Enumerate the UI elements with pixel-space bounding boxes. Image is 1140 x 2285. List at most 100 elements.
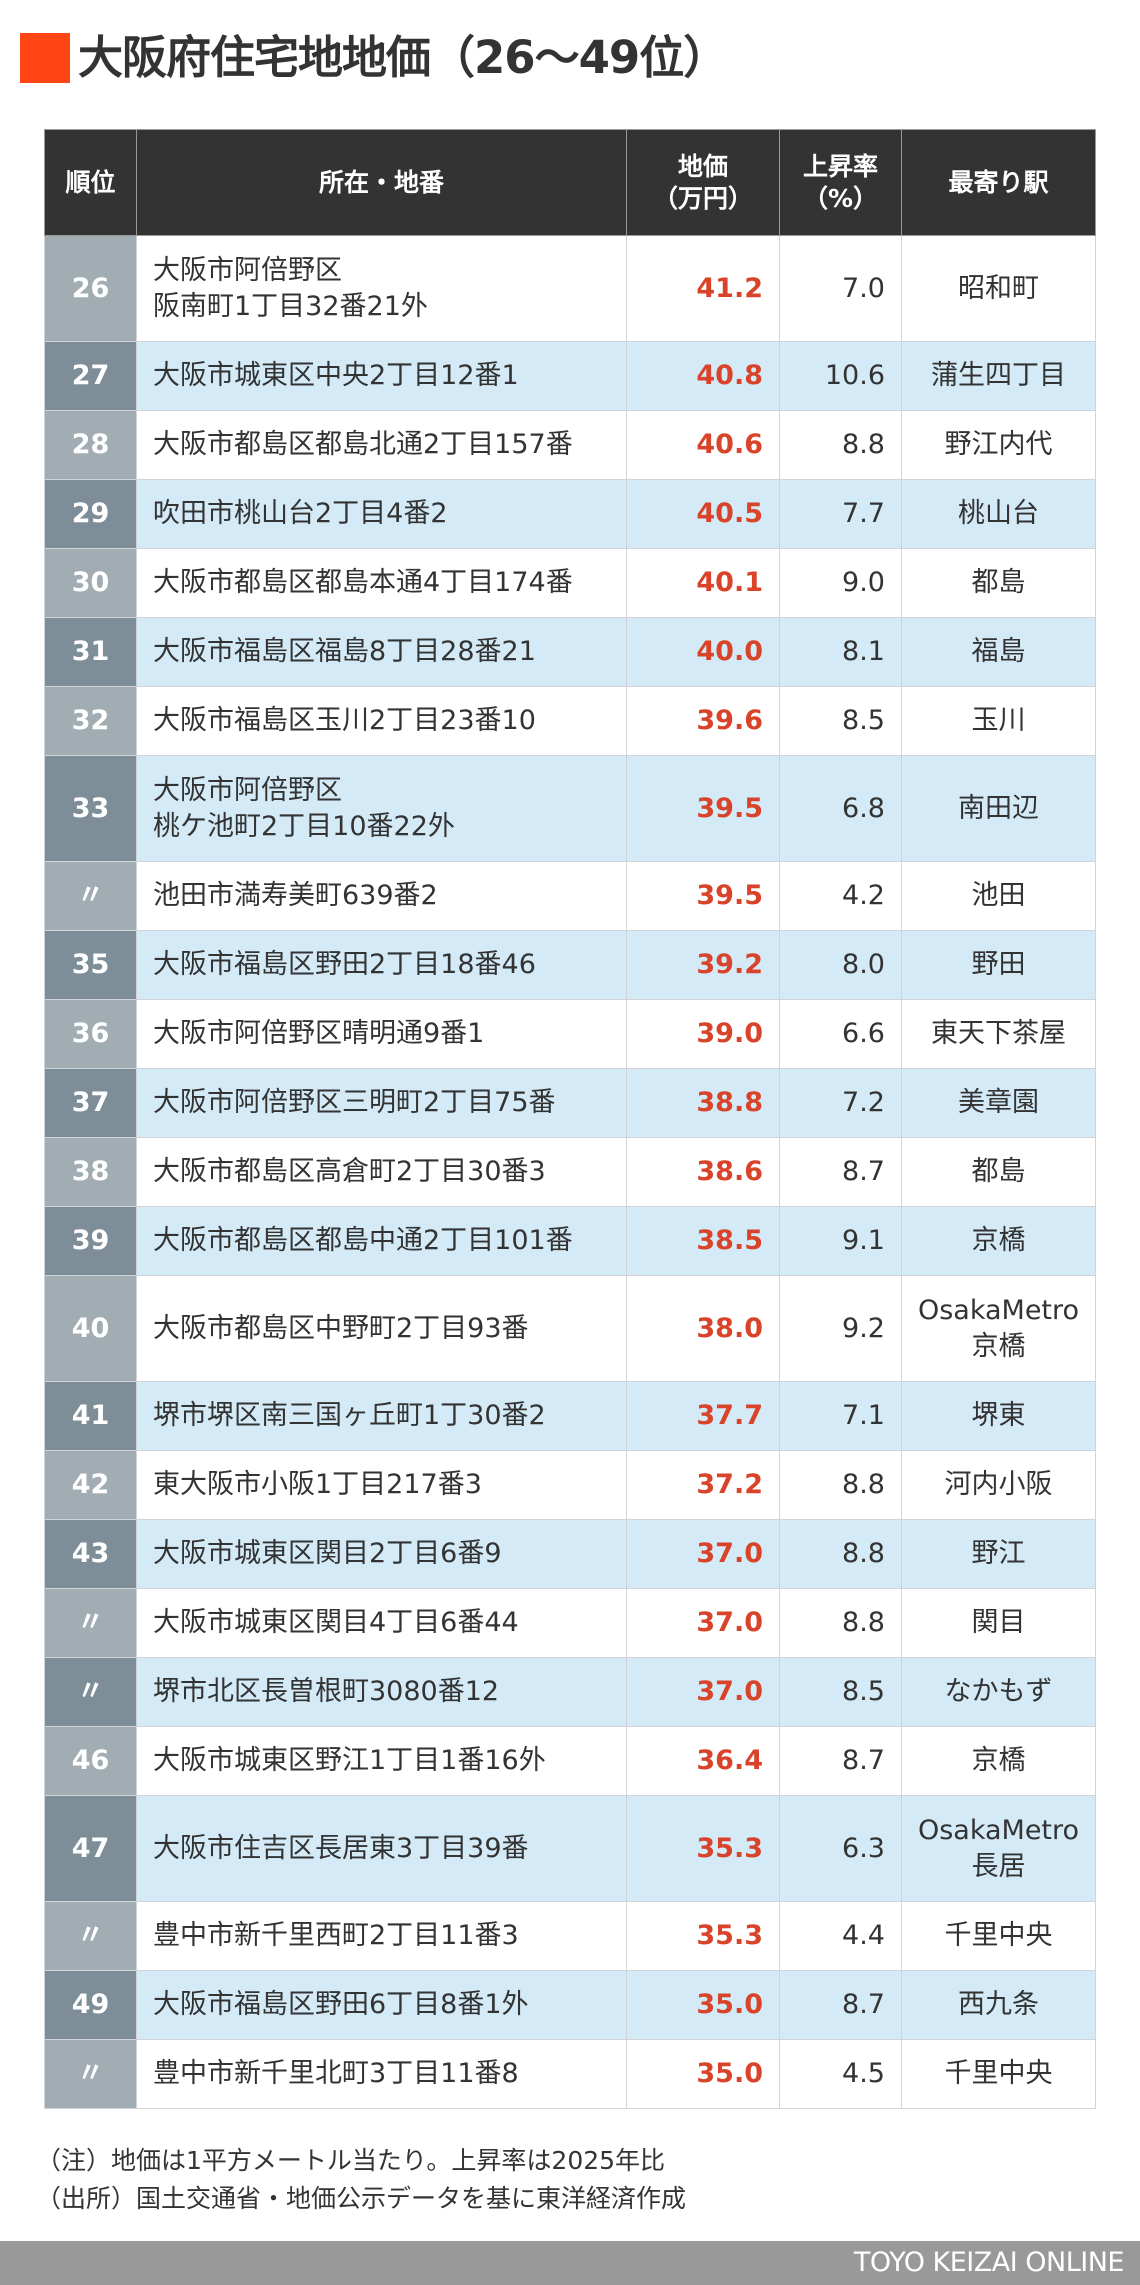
table-row: 43 大阪市城東区関目2丁目6番9 37.0 8.8 野江 bbox=[44, 1519, 1096, 1589]
table-row: 31 大阪市福島区福島8丁目28番21 40.0 8.1 福島 bbox=[44, 617, 1096, 687]
table-header-row: 順位 所在・地番 地価 （万円） 上昇率 （%） 最寄り駅 bbox=[44, 129, 1096, 236]
location-line: 大阪市阿倍野区 bbox=[153, 254, 342, 286]
rate-cell: 4.4 bbox=[779, 1901, 902, 1971]
rank-cell: 49 bbox=[44, 1970, 137, 2040]
rate-cell: 8.8 bbox=[779, 1450, 902, 1520]
station-line: 堺東 bbox=[971, 1400, 1026, 1431]
location-cell: 豊中市新千里北町3丁目11番8 bbox=[136, 2039, 627, 2109]
location-line: 東大阪市小阪1丁目217番3 bbox=[153, 1469, 482, 1500]
station-line: 西九条 bbox=[958, 1989, 1039, 2020]
location-cell: 池田市満寿美町639番2 bbox=[136, 861, 627, 931]
location-line: 大阪市都島区都島本通4丁目174番 bbox=[153, 567, 573, 598]
rate-cell: 7.7 bbox=[779, 479, 902, 549]
price-cell: 38.6 bbox=[626, 1137, 780, 1207]
price-cell: 35.0 bbox=[626, 1970, 780, 2040]
location-line: 桃ケ池町2丁目10番22外 bbox=[153, 810, 455, 842]
rate-cell: 6.3 bbox=[779, 1795, 902, 1902]
table-row: 33 大阪市阿倍野区 桃ケ池町2丁目10番22外 39.5 6.8 南田辺 bbox=[44, 755, 1096, 862]
rate-cell: 8.7 bbox=[779, 1970, 902, 2040]
station-cell: 河内小阪 bbox=[901, 1450, 1096, 1520]
location-cell: 大阪市城東区中央2丁目12番1 bbox=[136, 341, 627, 411]
header-price-unit: （万円） bbox=[652, 183, 753, 213]
price-cell: 41.2 bbox=[626, 235, 780, 342]
table-row: 36 大阪市阿倍野区晴明通9番1 39.0 6.6 東天下茶屋 bbox=[44, 999, 1096, 1069]
station-line: なかもず bbox=[944, 1676, 1053, 1707]
station-cell: 福島 bbox=[901, 617, 1096, 687]
location-line: 豊中市新千里西町2丁目11番3 bbox=[153, 1920, 519, 1951]
location-cell: 大阪市都島区高倉町2丁目30番3 bbox=[136, 1137, 627, 1207]
location-cell: 大阪市都島区中野町2丁目93番 bbox=[136, 1275, 627, 1382]
table-row: 〃豊中市新千里北町3丁目11番8 35.0 4.5 千里中央 bbox=[44, 2039, 1096, 2109]
location-cell: 堺市堺区南三国ヶ丘町1丁30番2 bbox=[136, 1381, 627, 1451]
table-row: 26 大阪市阿倍野区 阪南町1丁目32番21外 41.2 7.0 昭和町 bbox=[44, 235, 1096, 342]
rate-cell: 8.7 bbox=[779, 1137, 902, 1207]
price-cell: 40.5 bbox=[626, 479, 780, 549]
station-line: 京橋 bbox=[971, 1225, 1026, 1256]
station-cell: 都島 bbox=[901, 1137, 1096, 1207]
rank-cell: 31 bbox=[44, 617, 137, 687]
table-row: 37 大阪市阿倍野区三明町2丁目75番 38.8 7.2 美章園 bbox=[44, 1068, 1096, 1138]
location-line: 堺市北区長曽根町3080番12 bbox=[153, 1676, 500, 1707]
station-cell: 野江内代 bbox=[901, 410, 1096, 480]
location-cell: 豊中市新千里西町2丁目11番3 bbox=[136, 1901, 627, 1971]
price-cell: 39.0 bbox=[626, 999, 780, 1069]
table-row: 28 大阪市都島区都島北通2丁目157番 40.6 8.8 野江内代 bbox=[44, 410, 1096, 480]
table-row: 〃池田市満寿美町639番2 39.5 4.2 池田 bbox=[44, 861, 1096, 931]
station-line: 東天下茶屋 bbox=[931, 1018, 1066, 1049]
rate-cell: 10.6 bbox=[779, 341, 902, 411]
location-line: 大阪市城東区野江1丁目1番16外 bbox=[153, 1745, 546, 1776]
station-cell: 千里中央 bbox=[901, 1901, 1096, 1971]
location-cell: 大阪市福島区野田2丁目18番46 bbox=[136, 930, 627, 1000]
table-row: 27 大阪市城東区中央2丁目12番1 40.8 10.6 蒲生四丁目 bbox=[44, 341, 1096, 411]
location-cell: 大阪市都島区都島中通2丁目101番 bbox=[136, 1206, 627, 1276]
location-cell: 大阪市福島区福島8丁目28番21 bbox=[136, 617, 627, 687]
location-cell: 吹田市桃山台2丁目4番2 bbox=[136, 479, 627, 549]
price-cell: 35.3 bbox=[626, 1901, 780, 1971]
rank-cell: 35 bbox=[44, 930, 137, 1000]
rank-cell: 47 bbox=[44, 1795, 137, 1902]
station-cell: 池田 bbox=[901, 861, 1096, 931]
station-line: 京橋 bbox=[971, 1745, 1026, 1776]
station-cell: OsakaMetro 長居 bbox=[901, 1795, 1096, 1902]
price-cell: 37.0 bbox=[626, 1519, 780, 1589]
rank-cell: 26 bbox=[44, 235, 137, 342]
location-line: 阪南町1丁目32番21外 bbox=[153, 290, 428, 322]
table-row: 49 大阪市福島区野田6丁目8番1外 35.0 8.7 西九条 bbox=[44, 1970, 1096, 2040]
location-line: 大阪市福島区野田6丁目8番1外 bbox=[153, 1989, 529, 2020]
rank-cell: 〃 bbox=[44, 2039, 137, 2109]
rank-cell: 27 bbox=[44, 341, 137, 411]
station-cell: 東天下茶屋 bbox=[901, 999, 1096, 1069]
rank-cell: 41 bbox=[44, 1381, 137, 1451]
location-cell: 大阪市阿倍野区晴明通9番1 bbox=[136, 999, 627, 1069]
location-line: 大阪市都島区高倉町2丁目30番3 bbox=[153, 1156, 546, 1187]
header-rate-label: 上昇率 bbox=[802, 151, 878, 181]
location-cell: 大阪市都島区都島北通2丁目157番 bbox=[136, 410, 627, 480]
location-line: 大阪市都島区都島北通2丁目157番 bbox=[153, 429, 573, 460]
station-line: 野江内代 bbox=[944, 429, 1053, 460]
footer-bar: TOYO KEIZAI ONLINE bbox=[0, 2241, 1140, 2285]
station-line: 関目 bbox=[971, 1607, 1026, 1638]
location-cell: 大阪市福島区野田6丁目8番1外 bbox=[136, 1970, 627, 2040]
station-line: 河内小阪 bbox=[944, 1469, 1053, 1500]
price-cell: 36.4 bbox=[626, 1726, 780, 1796]
station-line: 京橋 bbox=[971, 1330, 1026, 1362]
location-cell: 大阪市城東区関目2丁目6番9 bbox=[136, 1519, 627, 1589]
station-line: 長居 bbox=[971, 1850, 1026, 1882]
source-text: （出所）国土交通省・地価公示データを基に東洋経済作成 bbox=[36, 2184, 687, 2213]
station-line: 池田 bbox=[971, 880, 1026, 911]
location-cell: 大阪市城東区野江1丁目1番16外 bbox=[136, 1726, 627, 1796]
rate-cell: 9.2 bbox=[779, 1275, 902, 1382]
location-cell: 大阪市阿倍野区阪南町1丁目32番21外 bbox=[136, 235, 627, 342]
table-row: 38 大阪市都島区高倉町2丁目30番3 38.6 8.7 都島 bbox=[44, 1137, 1096, 1207]
station-line: 野田 bbox=[971, 949, 1026, 980]
table-row: 35 大阪市福島区野田2丁目18番46 39.2 8.0 野田 bbox=[44, 930, 1096, 1000]
title-accent-square-icon bbox=[20, 33, 70, 83]
note-text: （注）地価は1平方メートル当たり。上昇率は2025年比 bbox=[36, 2146, 666, 2175]
rank-cell: 〃 bbox=[44, 1901, 137, 1971]
station-cell: 美章園 bbox=[901, 1068, 1096, 1138]
price-cell: 39.5 bbox=[626, 755, 780, 862]
rate-cell: 7.0 bbox=[779, 235, 902, 342]
location-line: 大阪市阿倍野区晴明通9番1 bbox=[153, 1018, 485, 1049]
location-line: 大阪市都島区都島中通2丁目101番 bbox=[153, 1225, 573, 1256]
station-cell: 都島 bbox=[901, 548, 1096, 618]
